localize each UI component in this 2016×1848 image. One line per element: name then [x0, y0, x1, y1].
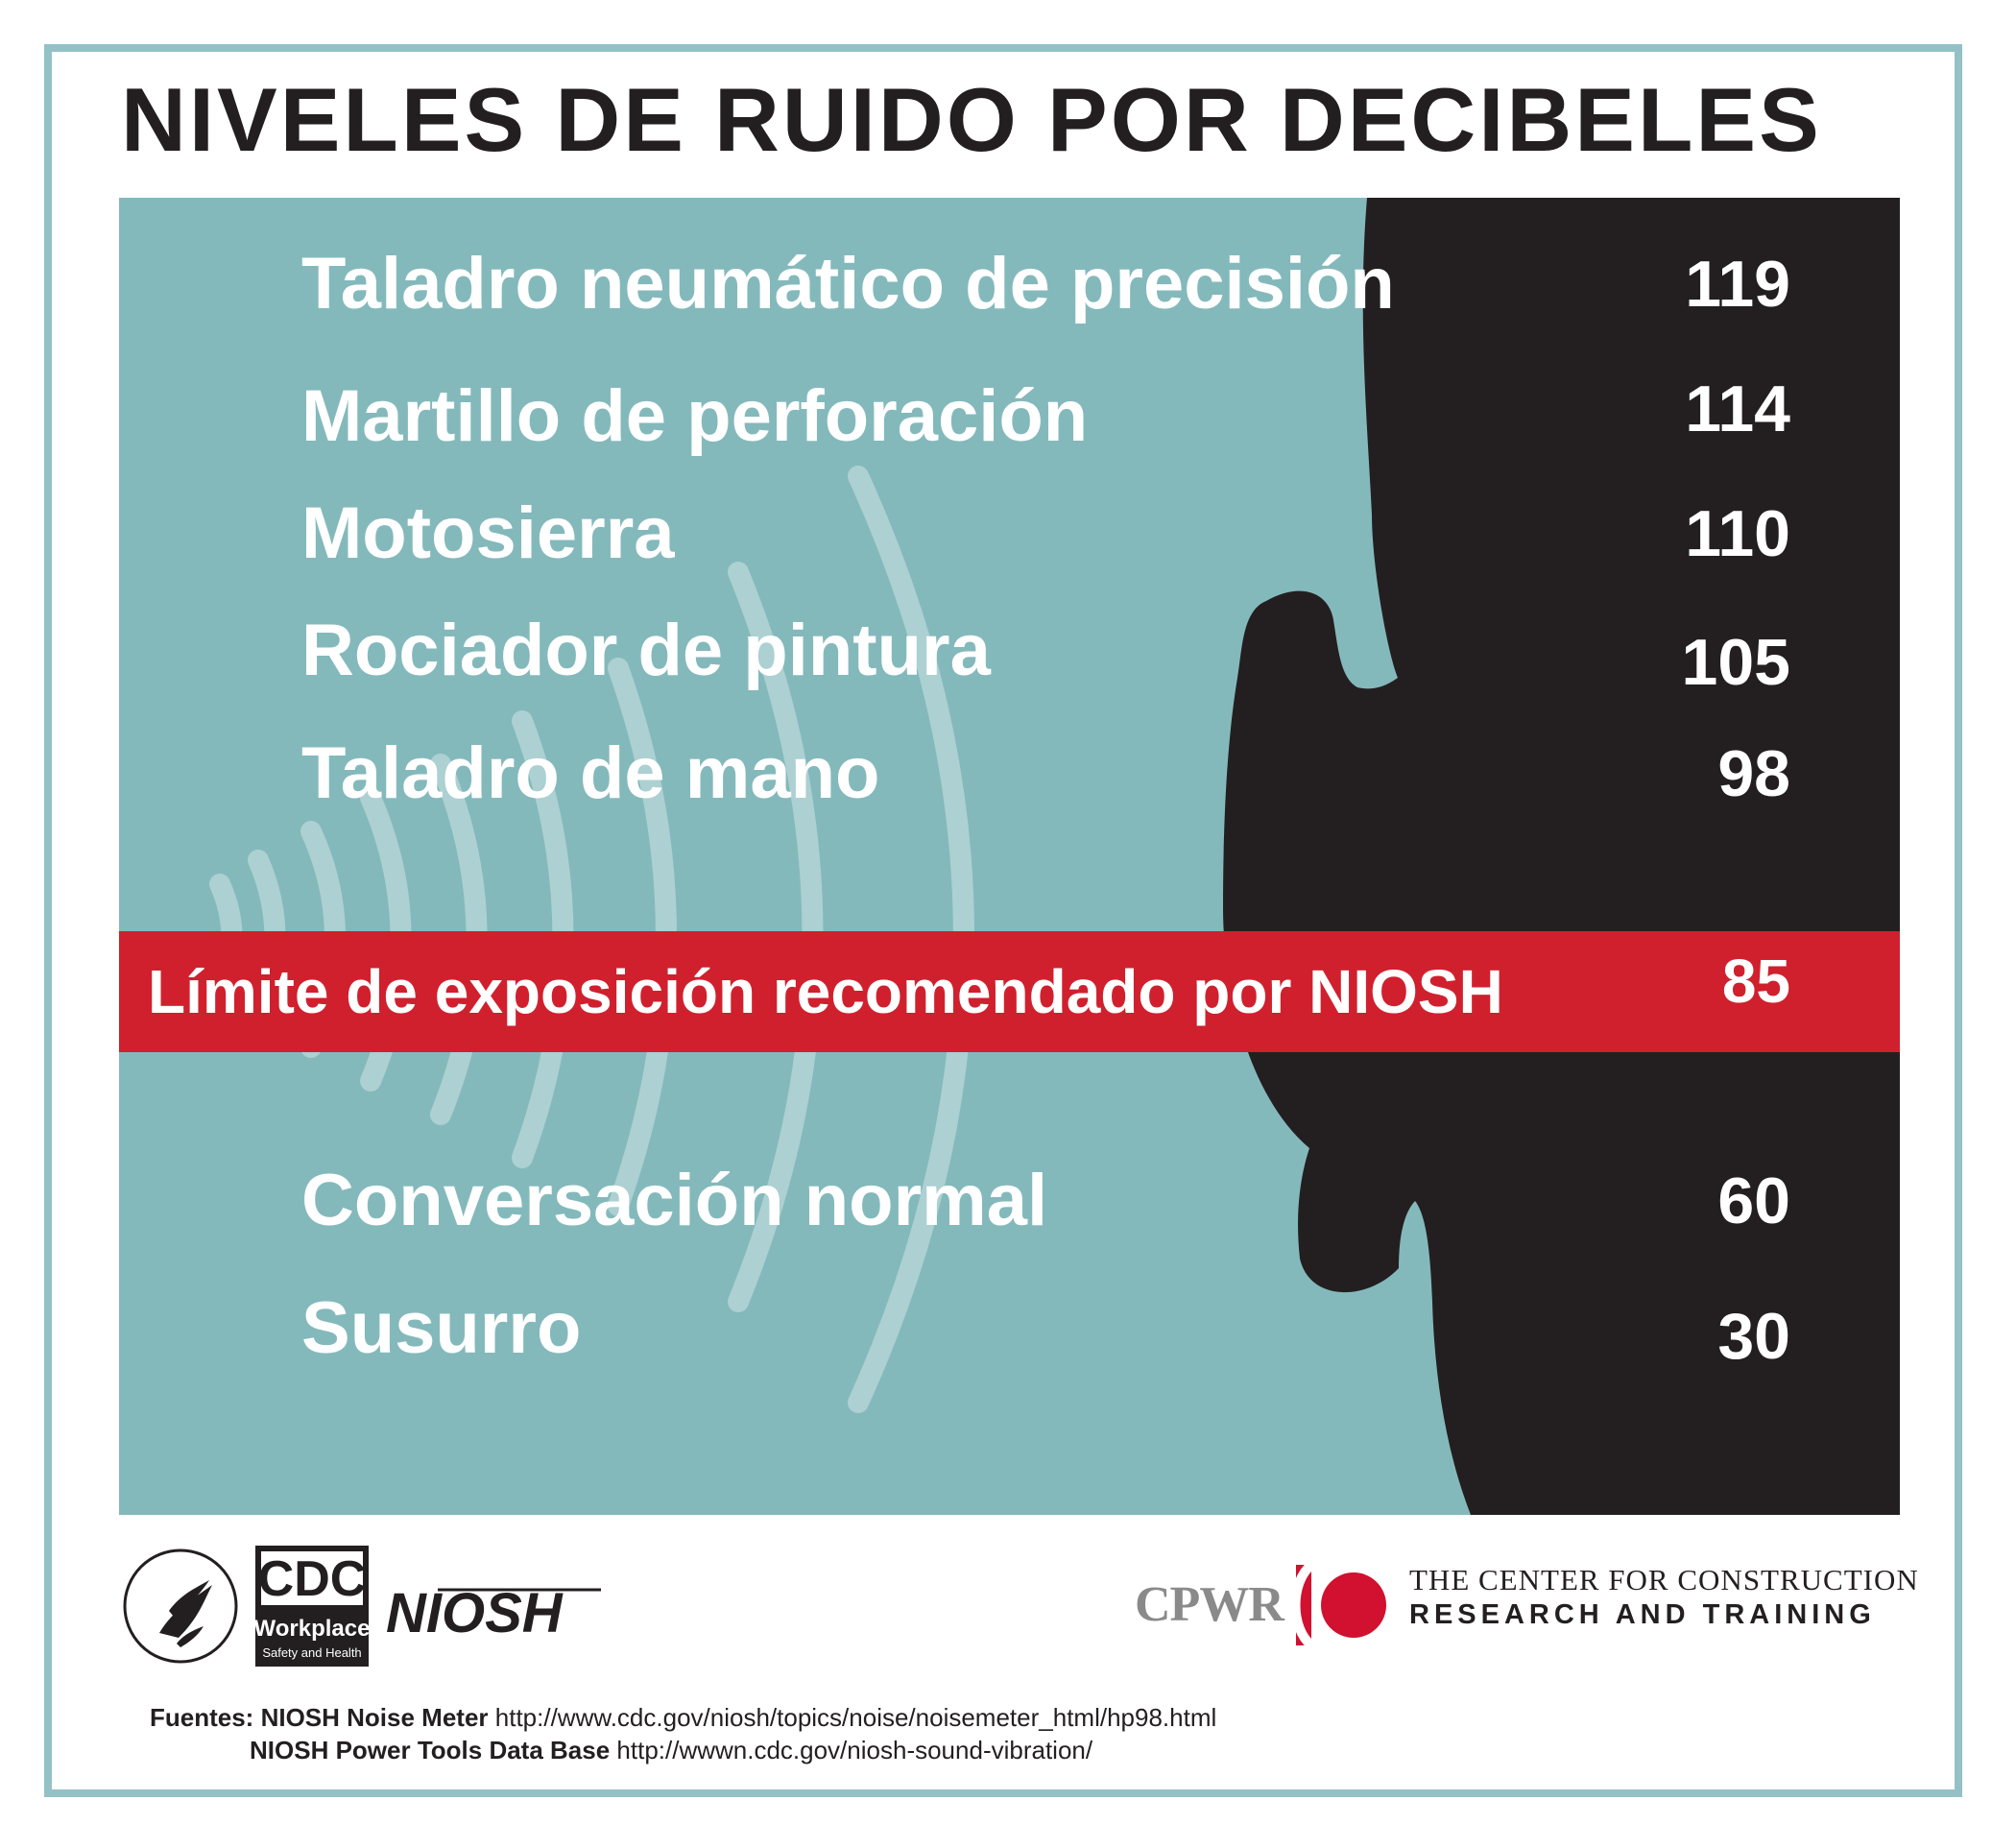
- noise-row: Conversación normal 60: [119, 1163, 1900, 1239]
- cpwr-logo: CPWR THE CENTER FOR CONSTRUCTION RESEARC…: [1135, 1557, 1918, 1653]
- cdc-wordmark: CDC: [258, 1551, 367, 1607]
- noise-source-label: Susurro: [301, 1287, 582, 1369]
- noise-panel: Taladro neumático de precisión 119 Marti…: [119, 198, 1900, 1515]
- cpwr-wordmark: CPWR: [1135, 1577, 1284, 1632]
- agency-logos: CDC Workplace Safety and Health NIOSH: [121, 1542, 620, 1670]
- hhs-seal-logo: [123, 1548, 238, 1664]
- cdc-safety-text: Safety and Health: [262, 1645, 361, 1660]
- niosh-limit-label: Límite de exposición recomendado por NIO…: [148, 957, 1503, 1026]
- noise-row: Motosierra 110: [119, 495, 1900, 572]
- decibel-value: 114: [1685, 372, 1790, 445]
- hhs-cdc-niosh-logos: CDC Workplace Safety and Health NIOSH: [123, 1546, 601, 1667]
- noise-source-label: Taladro neumático de precisión: [301, 243, 1395, 324]
- niosh-wordmark: NIOSH: [386, 1582, 564, 1644]
- niosh-logo: NIOSH: [386, 1582, 601, 1644]
- source-line: Fuentes: NIOSH Noise Meter http://www.cd…: [150, 1701, 1216, 1734]
- source-name: NIOSH Power Tools Data Base: [250, 1736, 611, 1764]
- decibel-value: 60: [1717, 1164, 1790, 1237]
- niosh-limit-band: Límite de exposición recomendado por NIO…: [119, 931, 1900, 1052]
- decibel-value: 119: [1685, 248, 1790, 321]
- decibel-value: 98: [1717, 737, 1790, 810]
- cpwr-name-line1: THE CENTER FOR CONSTRUCTION: [1409, 1563, 1919, 1596]
- sources-citation: Fuentes: NIOSH Noise Meter http://www.cd…: [150, 1701, 1216, 1766]
- noise-source-label: Rociador de pintura: [301, 610, 991, 691]
- noise-row: Susurro 30: [119, 1287, 1900, 1374]
- niosh-limit-value: 85: [1721, 947, 1790, 1016]
- source-name: NIOSH Noise Meter: [260, 1703, 489, 1732]
- source-url[interactable]: http://www.cdc.gov/niosh/topics/noise/no…: [494, 1703, 1217, 1732]
- cpwr-name-line2: RESEARCH AND TRAINING: [1409, 1599, 1876, 1630]
- noise-source-label: Motosierra: [301, 492, 675, 574]
- source-line: NIOSH Power Tools Data Base http://wwwn.…: [150, 1734, 1216, 1766]
- decibel-value: 110: [1685, 497, 1790, 570]
- head-silhouette: [1223, 198, 1900, 1515]
- decibel-value: 30: [1717, 1300, 1790, 1373]
- decibel-value: 105: [1681, 626, 1790, 699]
- noise-row: Taladro neumático de precisión 119: [119, 246, 1900, 323]
- noise-row: Taladro de mano 98: [119, 735, 1900, 812]
- noise-row: Martillo de perforación 114: [119, 372, 1900, 457]
- sources-prefix: Fuentes:: [150, 1703, 254, 1732]
- noise-source-label: Conversación normal: [301, 1160, 1048, 1241]
- page-title: NIVELES DE RUIDO POR DECIBELES: [121, 69, 1822, 170]
- noise-row: Rociador de pintura 105: [119, 610, 1900, 700]
- poster-frame: [44, 44, 1962, 1797]
- cdc-workplace-logo: CDC Workplace Safety and Health: [254, 1546, 371, 1667]
- noise-source-label: Taladro de mano: [301, 732, 880, 814]
- noise-source-label: Martillo de perforación: [301, 375, 1089, 457]
- cpwr-circle-icon: [1290, 1561, 1386, 1649]
- cdc-workplace-text: Workplace: [254, 1616, 371, 1642]
- source-url[interactable]: http://wwwn.cdc.gov/niosh-sound-vibratio…: [616, 1736, 1093, 1764]
